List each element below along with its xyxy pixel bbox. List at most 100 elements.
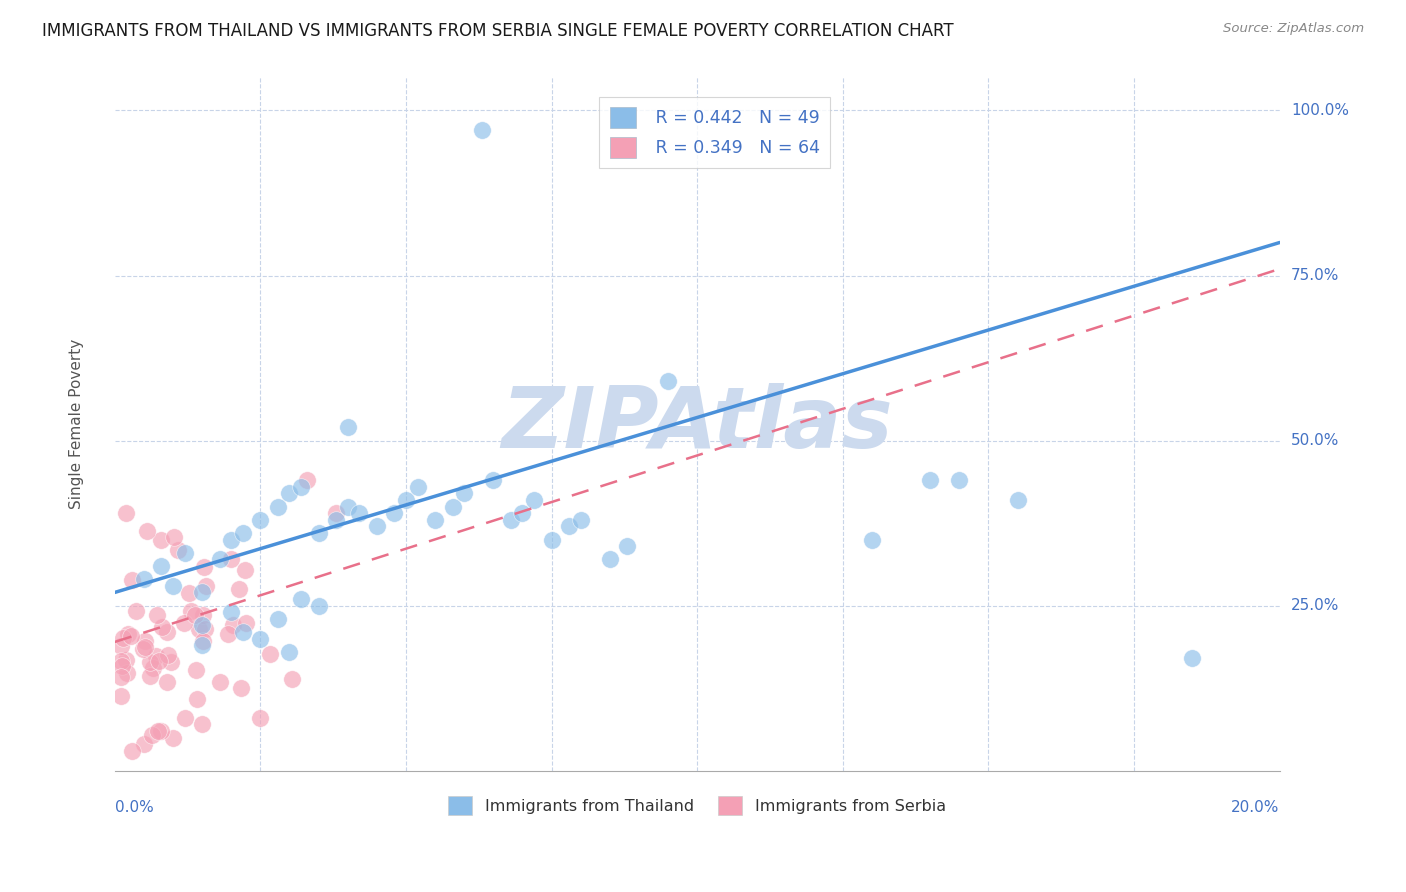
Point xyxy=(191,618,214,632)
Point xyxy=(191,608,214,623)
Point xyxy=(599,552,621,566)
Point xyxy=(249,711,271,725)
Point xyxy=(117,626,139,640)
Point xyxy=(121,573,143,587)
Point xyxy=(290,480,312,494)
Point xyxy=(219,533,242,547)
Point xyxy=(110,639,132,653)
Point xyxy=(115,666,138,681)
Point xyxy=(111,631,134,645)
Point xyxy=(616,539,638,553)
Point xyxy=(186,691,208,706)
Point xyxy=(657,374,679,388)
Text: IMMIGRANTS FROM THAILAND VS IMMIGRANTS FROM SERBIA SINGLE FEMALE POVERTY CORRELA: IMMIGRANTS FROM THAILAND VS IMMIGRANTS F… xyxy=(42,22,953,40)
Point xyxy=(569,513,592,527)
Point xyxy=(219,552,242,566)
Point xyxy=(191,585,214,599)
Point xyxy=(187,622,209,636)
Point xyxy=(120,629,142,643)
Point xyxy=(336,500,359,514)
Point xyxy=(423,513,446,527)
Point xyxy=(115,506,138,520)
Point xyxy=(278,645,301,659)
Point xyxy=(155,675,177,690)
Point xyxy=(177,586,200,600)
Point xyxy=(163,530,186,544)
Point xyxy=(184,664,207,678)
Point xyxy=(138,655,160,669)
Text: ZIPAtlas: ZIPAtlas xyxy=(502,383,893,466)
Point xyxy=(191,717,214,731)
Point xyxy=(512,506,534,520)
Point xyxy=(1181,651,1204,665)
Point xyxy=(162,579,184,593)
Point xyxy=(150,533,173,547)
Point xyxy=(920,473,942,487)
Point xyxy=(141,728,163,742)
Point xyxy=(231,681,253,695)
Point xyxy=(540,533,562,547)
Point xyxy=(217,626,239,640)
Text: 100.0%: 100.0% xyxy=(1291,103,1348,118)
Text: 0.0%: 0.0% xyxy=(115,800,153,814)
Text: Source: ZipAtlas.com: Source: ZipAtlas.com xyxy=(1223,22,1364,36)
Point xyxy=(134,633,156,648)
Point xyxy=(156,624,179,639)
Text: 50.0%: 50.0% xyxy=(1291,434,1339,448)
Point xyxy=(308,526,330,541)
Point xyxy=(441,500,464,514)
Point xyxy=(406,480,429,494)
Point xyxy=(150,620,173,634)
Point xyxy=(195,579,218,593)
Point xyxy=(183,608,205,623)
Point xyxy=(453,486,475,500)
Point xyxy=(160,655,183,669)
Point xyxy=(219,605,242,619)
Point xyxy=(121,744,143,758)
Point xyxy=(150,559,173,574)
Point xyxy=(228,582,250,596)
Text: 20.0%: 20.0% xyxy=(1232,800,1279,814)
Point xyxy=(145,608,167,623)
Point xyxy=(146,723,169,738)
Point xyxy=(193,633,215,648)
Point xyxy=(482,473,505,487)
Point xyxy=(233,563,256,577)
Text: 75.0%: 75.0% xyxy=(1291,268,1339,283)
Point xyxy=(145,649,167,664)
Point xyxy=(860,533,883,547)
Point xyxy=(131,642,153,657)
Point xyxy=(232,526,254,541)
Point xyxy=(1007,493,1029,508)
Point xyxy=(110,690,132,704)
Point xyxy=(208,552,231,566)
Point xyxy=(267,612,290,626)
Point xyxy=(142,661,165,675)
Point xyxy=(156,648,179,662)
Point xyxy=(382,506,405,520)
Point xyxy=(111,659,134,673)
Point xyxy=(221,618,243,632)
Point xyxy=(209,675,232,690)
Point xyxy=(325,513,347,527)
Point xyxy=(132,572,155,586)
Point xyxy=(558,519,581,533)
Point xyxy=(173,546,195,560)
Point xyxy=(138,669,160,683)
Point xyxy=(191,638,214,652)
Point xyxy=(193,559,215,574)
Point xyxy=(110,654,132,668)
Legend:  R = 0.442   N = 49,  R = 0.349   N = 64: R = 0.442 N = 49, R = 0.349 N = 64 xyxy=(599,96,830,169)
Point xyxy=(366,519,388,533)
Point xyxy=(167,543,190,558)
Point xyxy=(295,473,318,487)
Point xyxy=(148,654,170,668)
Point xyxy=(249,513,271,527)
Point xyxy=(249,632,271,646)
Point xyxy=(259,647,281,661)
Point xyxy=(349,506,371,520)
Point xyxy=(173,615,195,630)
Point xyxy=(150,724,173,739)
Point xyxy=(267,500,290,514)
Point xyxy=(110,670,132,684)
